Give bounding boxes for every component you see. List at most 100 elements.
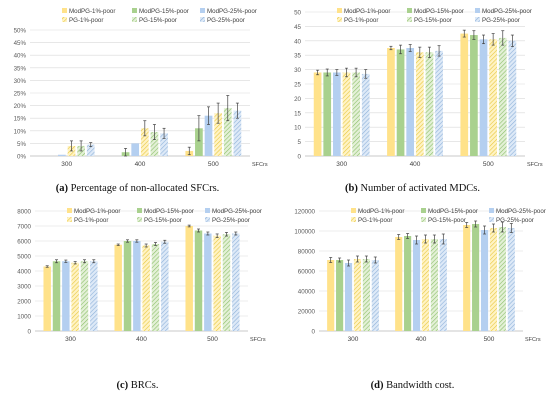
y-tick-label: 120000: [294, 209, 315, 216]
x-unit-label: SFCrs: [250, 337, 266, 343]
error-bar: [92, 259, 96, 264]
error-bar: [215, 233, 219, 238]
bar: [362, 259, 370, 331]
y-tick-label: 25%: [14, 91, 27, 98]
y-tick-label: 1000: [17, 314, 31, 321]
y-tick-label: 2000: [17, 299, 31, 306]
bar: [232, 233, 240, 331]
y-tick-label: 0: [28, 329, 32, 336]
x-tick-label: 300: [348, 336, 359, 343]
error-bar: [89, 142, 93, 148]
bar: [114, 244, 122, 331]
legend-swatch: [205, 217, 210, 222]
error-bar: [226, 95, 230, 122]
legend-swatch: [475, 8, 480, 13]
caption-a: (a) Percentage of non-allocated SFCrs.: [0, 183, 275, 194]
error-bar: [432, 234, 436, 244]
y-tick-label: 45%: [14, 40, 27, 47]
bar: [404, 236, 412, 331]
y-tick-label: 15: [294, 110, 301, 117]
legend-label: ModPG-25%-poor: [482, 8, 532, 15]
legend-swatch: [62, 8, 67, 13]
bar: [142, 245, 150, 331]
error-bar: [465, 222, 469, 228]
error-bar: [335, 69, 339, 76]
y-tick-label: 60000: [298, 269, 316, 276]
legend-label: PG-1%-poor: [358, 217, 392, 224]
error-bar: [73, 261, 77, 265]
error-bar: [483, 225, 487, 235]
legend-label: PG-15%-poor: [139, 17, 177, 24]
bar: [62, 261, 70, 331]
bar: [222, 234, 231, 331]
error-bar: [472, 30, 476, 40]
bar: [342, 72, 351, 156]
error-bar: [373, 256, 377, 264]
caption-c-tag: (c): [116, 380, 129, 391]
y-tick-label: 35%: [14, 65, 27, 72]
y-tick-label: 20: [294, 96, 301, 103]
bar: [213, 235, 221, 331]
legend-label: ModPG-15%-poor: [414, 8, 464, 15]
bar: [204, 233, 212, 331]
x-tick-label: 400: [410, 161, 421, 168]
error-bar: [69, 140, 73, 152]
bar: [425, 52, 434, 156]
y-tick-label: 40: [294, 38, 301, 45]
legend-label: ModPG-15%-poor: [144, 208, 194, 215]
bar: [327, 260, 335, 331]
x-unit-label: SFCrs: [527, 162, 543, 168]
bar: [480, 230, 489, 331]
bar: [460, 33, 469, 156]
error-bar: [82, 259, 86, 264]
caption-c: (c) BRCs.: [0, 380, 275, 391]
error-bar: [55, 259, 59, 264]
bar: [361, 73, 370, 156]
error-bar: [135, 239, 139, 243]
legend-label: ModPG-25%-poor: [207, 8, 257, 15]
bar: [185, 226, 193, 331]
bar: [508, 40, 517, 156]
caption-d: (d) Bandwidth cost.: [275, 380, 550, 391]
caption-d-tag: (d): [370, 380, 384, 391]
y-tick-label: 6000: [17, 239, 31, 246]
legend-label: ModPG-25%-poor: [496, 208, 546, 215]
legend-label: PG-15%-poor: [414, 17, 452, 24]
legend-label: ModPG-15%-poor: [139, 8, 189, 15]
bar: [435, 50, 443, 156]
bar: [387, 48, 395, 156]
chart-bandwidth-cost: 0 20000 40000 60000 80000 100000 120000 300 400 5…: [294, 208, 546, 343]
error-bar: [364, 69, 368, 79]
y-tick-label: 0: [298, 154, 302, 161]
legend-swatch: [489, 217, 494, 222]
legend-label: ModPG-25%-poor: [212, 208, 262, 215]
y-tick-label: 8000: [17, 209, 31, 216]
bar: [90, 261, 98, 331]
error-bar: [187, 224, 191, 228]
bar: [161, 241, 169, 331]
error-bar: [474, 220, 478, 228]
bar: [472, 224, 480, 331]
legend-label: PG-25%-poor: [482, 17, 520, 24]
bar: [498, 37, 507, 156]
legend-swatch: [205, 208, 210, 213]
legend-swatch: [67, 217, 72, 222]
y-tick-label: 40000: [298, 289, 316, 296]
legend-label: PG-1%-poor: [74, 217, 108, 224]
error-bar: [364, 255, 368, 263]
bar: [233, 110, 242, 156]
legend-swatch: [137, 208, 142, 213]
error-bar: [441, 233, 445, 245]
bar: [507, 228, 515, 331]
legend-swatch: [132, 17, 137, 22]
bar: [323, 72, 332, 156]
error-bar: [235, 102, 239, 119]
bar: [58, 154, 66, 156]
error-bar: [79, 140, 83, 152]
error-bar: [500, 221, 504, 233]
error-bar: [408, 44, 412, 52]
legend-swatch: [132, 8, 137, 13]
x-tick-label: 500: [484, 336, 495, 343]
legend-swatch: [351, 217, 356, 222]
error-bar: [415, 235, 419, 245]
